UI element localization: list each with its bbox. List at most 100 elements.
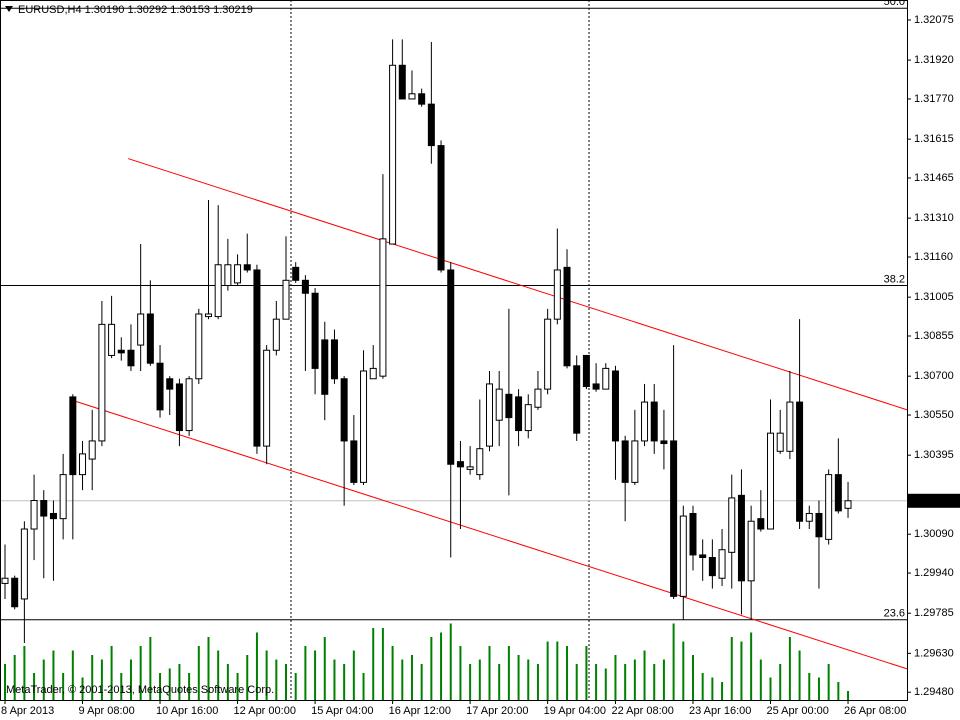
candle-body <box>88 440 96 460</box>
candle-body <box>573 365 581 434</box>
fibo-label: 23.6 <box>884 608 905 620</box>
x-tick-label: 12 Apr 00:00 <box>234 705 296 717</box>
candle-body <box>582 354 590 388</box>
y-tick-label: 1.30550 <box>914 409 954 421</box>
candle-body <box>495 388 503 421</box>
bid-label-box <box>908 493 960 508</box>
x-tick-label: 25 Apr 00:00 <box>767 705 829 717</box>
candle-body <box>234 264 242 284</box>
fibo-label: 38.2 <box>884 273 905 285</box>
y-tick-label: 1.31160 <box>914 251 953 263</box>
y-tick-label: 1.31465 <box>914 172 954 184</box>
candle-body <box>611 370 619 442</box>
candle-body <box>137 313 145 346</box>
candle-body <box>825 474 833 540</box>
y-tick-label: 1.32075 <box>914 14 954 26</box>
x-tick-label: 19 Apr 04:00 <box>544 705 606 717</box>
y-tick-label: 1.29785 <box>914 607 954 619</box>
x-tick-label: 16 Apr 12:00 <box>389 705 451 717</box>
candle-body <box>350 440 358 483</box>
y-tick-label: 1.30395 <box>914 449 954 461</box>
x-tick-label: 15 Apr 04:00 <box>311 705 373 717</box>
candle-body <box>292 266 300 281</box>
candle-body <box>815 512 823 538</box>
candle-body <box>301 279 309 294</box>
candle-body <box>108 323 116 356</box>
candle-body <box>728 497 736 553</box>
copyright: MetaTrader, © 2001-2013, MetaQuotes Soft… <box>6 684 274 696</box>
candle-body <box>650 401 658 442</box>
candle-body <box>408 93 416 100</box>
x-tick-label: 22 Apr 08:00 <box>611 705 673 717</box>
candle-body <box>747 520 755 582</box>
plot-layer: 50.0 38.2 23.6 <box>0 0 908 700</box>
y-tick-label: 1.29480 <box>914 686 954 698</box>
menu-triangle[interactable] <box>5 6 13 12</box>
candle-body <box>243 264 251 271</box>
candle-body <box>253 269 261 447</box>
candle-body <box>621 440 629 483</box>
candle-body <box>11 577 19 608</box>
x-tick-label: 26 Apr 08:00 <box>844 705 906 717</box>
candle-body <box>641 401 649 442</box>
plot-frame <box>0 0 908 701</box>
candle-body <box>204 313 212 318</box>
candle-body <box>272 318 280 351</box>
candle-body <box>534 388 542 408</box>
candle-body <box>776 432 784 452</box>
candle-body <box>146 313 154 364</box>
y-tick-label: 1.31005 <box>914 291 954 303</box>
candle-body <box>515 396 523 432</box>
candle-body <box>418 93 426 105</box>
candle-body <box>98 323 106 442</box>
candle-body <box>631 440 639 483</box>
candle-body <box>398 64 406 100</box>
candle-body <box>670 440 678 597</box>
x-tick-label: 23 Apr 16:00 <box>689 705 751 717</box>
candle-body <box>466 466 474 470</box>
bid-label: 1.30219 <box>912 495 952 507</box>
candle-body <box>156 362 164 411</box>
candle-body <box>185 378 193 432</box>
y-tick-label: 1.30090 <box>914 528 954 540</box>
candle-body <box>175 383 183 432</box>
candle-body <box>117 349 125 354</box>
candle-body <box>127 349 135 367</box>
candle-body <box>214 264 222 318</box>
candle-body <box>166 378 174 390</box>
candle-body <box>708 557 716 577</box>
candle-body <box>447 269 455 465</box>
candle-body <box>553 269 561 320</box>
candle-body <box>330 339 338 380</box>
candle-body <box>844 500 852 509</box>
chart-title: EURUSD,H4 1.30190 1.30292 1.30153 1.3021… <box>18 4 253 16</box>
candle-body <box>544 318 552 390</box>
candle-body <box>49 512 57 520</box>
candle-body <box>796 401 804 522</box>
candle-body <box>437 145 445 271</box>
y-tick-label: 1.31920 <box>914 54 954 66</box>
candle-body <box>321 339 329 395</box>
y-tick-label: 1.31615 <box>914 133 954 145</box>
candle-body <box>524 404 532 432</box>
candle-body <box>660 440 668 445</box>
candle-body <box>369 367 377 380</box>
candle-body <box>486 383 493 447</box>
fibo-label: 50.0 <box>884 0 905 8</box>
candle-body <box>263 349 271 447</box>
candle-body <box>20 528 28 600</box>
candle-body <box>679 515 687 597</box>
candle-body <box>379 238 387 377</box>
candle-body <box>757 518 765 530</box>
candle-body <box>340 378 348 442</box>
candle-body <box>1 577 9 584</box>
candle-body <box>834 474 842 512</box>
x-tick-label: 17 Apr 20:00 <box>466 705 528 717</box>
candle-body <box>563 266 571 367</box>
candle-body <box>689 512 697 556</box>
y-tick-label: 1.31770 <box>914 93 954 105</box>
x-tick-label: 10 Apr 16:00 <box>156 705 218 717</box>
candle-body <box>505 393 513 419</box>
